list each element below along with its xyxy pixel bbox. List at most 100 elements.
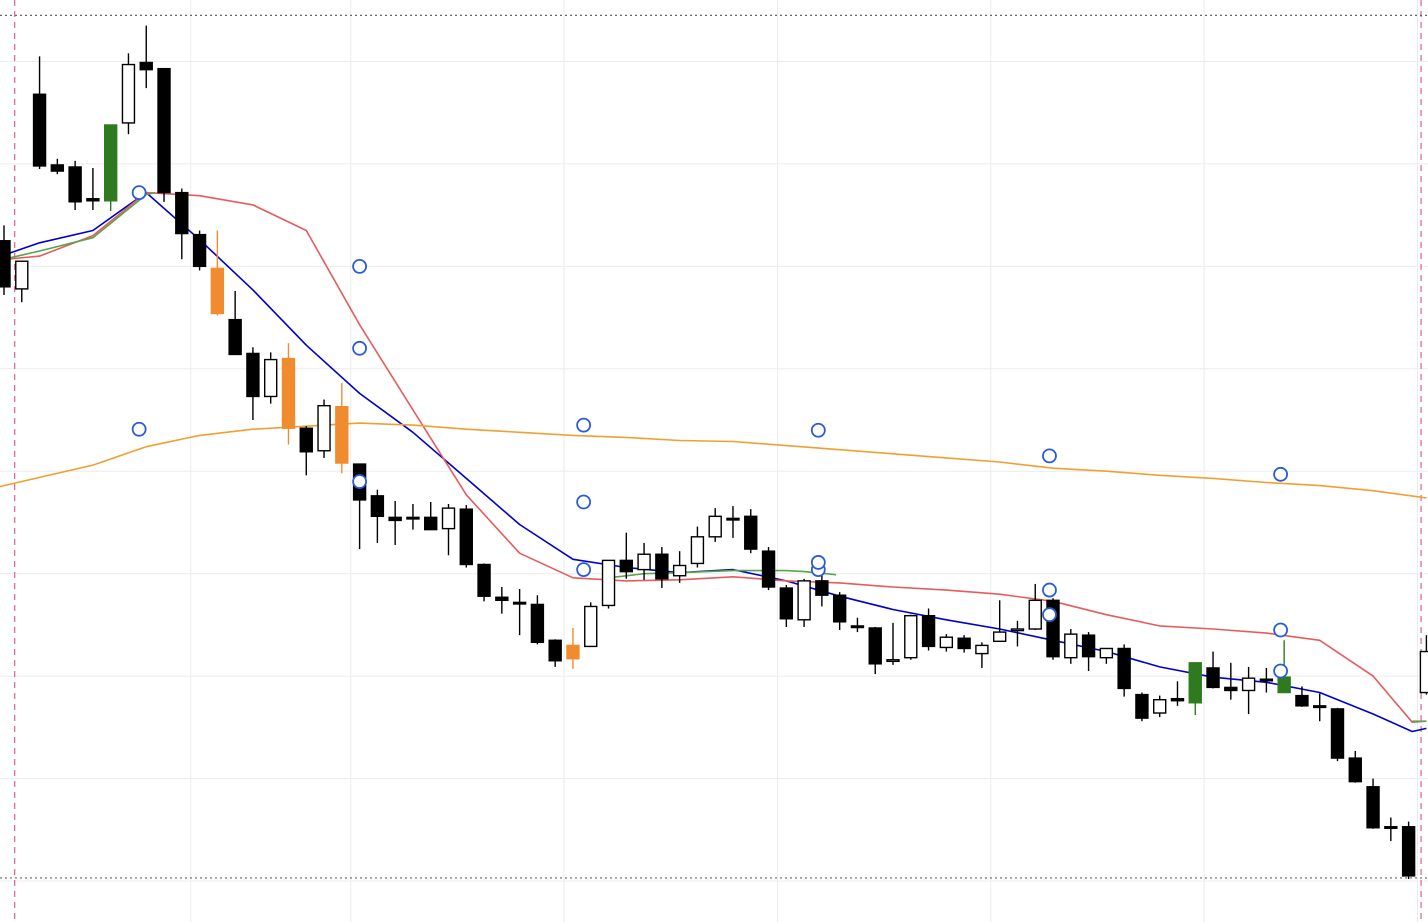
candle-body xyxy=(850,625,865,629)
candle-body xyxy=(761,550,776,588)
candle-body xyxy=(815,580,829,596)
candle-body xyxy=(50,164,65,172)
candle-body xyxy=(566,644,580,660)
candle-body xyxy=(406,516,420,520)
candle xyxy=(1241,666,1256,715)
candle-body xyxy=(495,596,509,602)
candle-body xyxy=(121,63,136,124)
candle-body xyxy=(157,67,171,194)
candle xyxy=(175,188,189,260)
session-separators xyxy=(14,0,1422,922)
candle xyxy=(441,504,456,556)
candle xyxy=(690,526,705,568)
candle-body xyxy=(672,564,687,577)
candle xyxy=(992,600,1007,643)
candle xyxy=(1170,681,1185,706)
candle xyxy=(139,25,153,89)
candle xyxy=(530,595,545,645)
candle xyxy=(370,489,385,543)
candle-body xyxy=(335,406,349,464)
candle xyxy=(1010,620,1025,647)
candle xyxy=(103,124,118,212)
candle-body xyxy=(548,639,562,662)
candle-body xyxy=(388,516,402,522)
candle-body xyxy=(512,601,527,605)
candle-body xyxy=(1099,647,1114,659)
candle xyxy=(672,551,687,583)
candle xyxy=(1028,583,1042,631)
candle-body xyxy=(584,605,598,648)
candle xyxy=(921,608,936,651)
signal-marker-circle xyxy=(1273,663,1289,679)
candle-body xyxy=(175,191,189,235)
signal-marker-circle xyxy=(1042,607,1057,623)
candle-body xyxy=(1419,650,1428,694)
candle-body xyxy=(1170,697,1185,702)
candle xyxy=(619,532,633,579)
candle-body xyxy=(1028,599,1042,630)
candle xyxy=(832,592,847,631)
signal-marker-circle xyxy=(352,474,368,489)
signal-marker-circle xyxy=(576,494,592,510)
candle-body xyxy=(690,536,705,565)
candle xyxy=(957,635,971,653)
candle xyxy=(335,383,349,474)
candle xyxy=(1064,629,1078,664)
candle-body xyxy=(868,627,882,665)
candle xyxy=(228,290,242,356)
candle xyxy=(210,230,225,316)
candle-body xyxy=(1206,667,1220,689)
candle xyxy=(744,509,758,554)
candle-body xyxy=(1010,628,1025,632)
candle-body xyxy=(441,507,456,530)
candle xyxy=(975,642,989,668)
candle xyxy=(459,505,473,568)
candle xyxy=(192,230,207,271)
candle-body xyxy=(1330,708,1345,759)
candle xyxy=(1419,635,1428,695)
range-bounds xyxy=(0,14,1428,879)
candle xyxy=(50,158,65,175)
candle-body xyxy=(957,637,971,650)
candle xyxy=(1330,707,1345,762)
candle xyxy=(406,504,420,530)
signal-marker-circle xyxy=(1042,582,1057,598)
candle xyxy=(655,547,669,589)
candle-body xyxy=(281,357,296,429)
candle-body xyxy=(975,644,989,655)
candle xyxy=(637,542,651,580)
candle xyxy=(1401,821,1416,879)
candle xyxy=(1224,662,1238,700)
candle-body xyxy=(921,614,936,648)
candle xyxy=(548,639,562,667)
candle-body xyxy=(477,563,491,597)
candle xyxy=(157,67,171,202)
candle xyxy=(121,53,136,135)
signal-marker-circle xyxy=(131,185,147,200)
candles xyxy=(0,25,1428,879)
candle-body xyxy=(0,240,11,288)
candle xyxy=(1384,817,1398,842)
candle xyxy=(68,160,82,211)
candle xyxy=(15,260,29,303)
candle-body xyxy=(32,93,47,167)
candle-body xyxy=(1117,647,1131,690)
candle xyxy=(904,614,918,660)
candle xyxy=(797,578,811,627)
candle xyxy=(1135,692,1149,722)
candle xyxy=(566,627,580,669)
candle-body xyxy=(1224,686,1238,692)
candle xyxy=(281,343,296,445)
candle xyxy=(0,225,11,296)
series-line-ma-mid xyxy=(0,191,1427,723)
signal-marker-circle xyxy=(1042,448,1057,464)
candle xyxy=(584,602,598,648)
candle-body xyxy=(139,61,153,71)
signal-marker-circle xyxy=(131,421,147,437)
candle-body xyxy=(1295,694,1309,707)
candle-body xyxy=(1064,633,1078,659)
series-line-ma-alt xyxy=(0,191,156,261)
candle xyxy=(601,559,616,609)
candle-body xyxy=(939,636,954,649)
